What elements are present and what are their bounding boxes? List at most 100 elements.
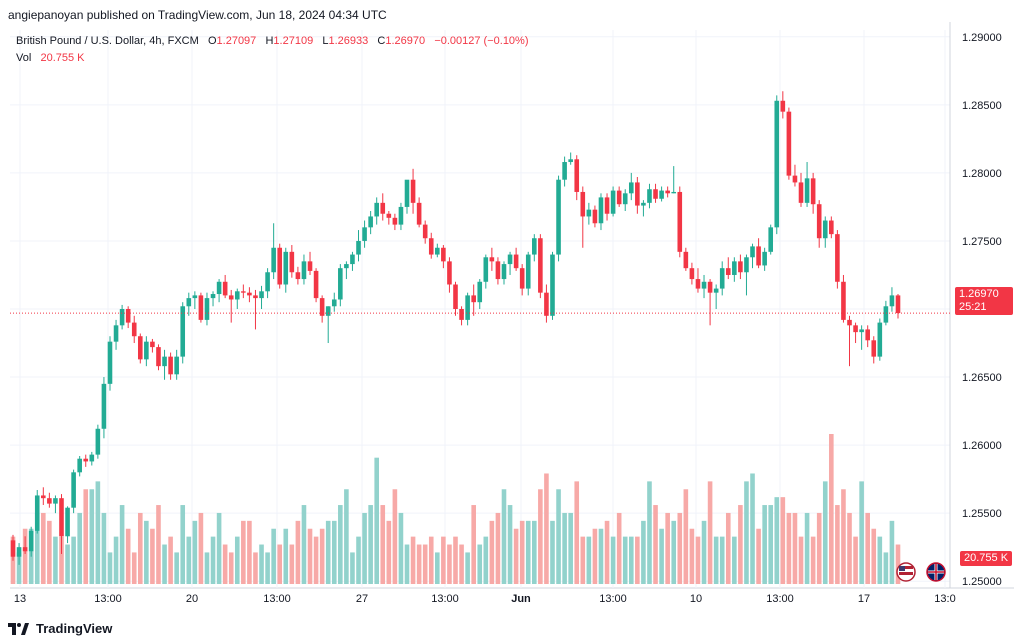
us-flag-stripe: [899, 566, 913, 569]
candle-body: [713, 288, 719, 293]
candle-body: [71, 472, 76, 508]
candle-body: [241, 291, 246, 293]
candle-body: [477, 281, 483, 303]
volume-bar: [507, 505, 513, 584]
candle-body: [732, 261, 737, 275]
volume-bar: [471, 505, 476, 584]
volume-bar: [798, 536, 804, 584]
candle-body: [162, 356, 167, 367]
volume-bar: [525, 520, 531, 584]
candle-body: [853, 325, 858, 333]
candle-body: [695, 279, 701, 289]
volume-bar: [210, 536, 216, 584]
candle-body: [804, 178, 810, 203]
x-tick-label: 13:00: [263, 593, 291, 605]
volume-bar: [453, 536, 458, 584]
candle-body: [271, 247, 276, 273]
volume-bar: [665, 512, 670, 584]
close-value: 1.26970: [385, 35, 426, 47]
x-tick-label: 20: [186, 593, 198, 605]
volume-bar: [47, 520, 52, 584]
candle-body: [386, 213, 392, 218]
volume-bar: [53, 536, 58, 584]
volume-bar: [550, 520, 555, 584]
candle-body: [131, 322, 137, 337]
volume-bar: [719, 536, 725, 584]
volume-bar: [422, 544, 428, 584]
candle-body: [610, 190, 616, 214]
volume-bar: [847, 512, 852, 584]
candle-body: [532, 238, 537, 255]
candle-body: [356, 240, 361, 255]
candle-body: [768, 227, 774, 252]
volume-bar: [568, 512, 573, 584]
candle-body: [253, 295, 258, 299]
candle-body: [568, 159, 573, 163]
volume-bar: [556, 489, 561, 584]
candle-body: [319, 298, 325, 316]
volume-bar: [883, 552, 889, 584]
volume-bar: [107, 552, 113, 584]
volume-bar: [150, 528, 155, 584]
candle-body: [665, 190, 670, 194]
volume-bar: [532, 520, 537, 584]
candle-body: [95, 428, 101, 455]
candle-body: [77, 458, 82, 473]
candle-body: [144, 341, 149, 360]
candle-body: [719, 268, 725, 289]
candle-body: [628, 182, 634, 194]
candle-body: [228, 295, 234, 300]
volume-bar: [538, 489, 543, 584]
candle-body: [447, 261, 452, 285]
candle-body: [101, 383, 107, 429]
y-tick-label: 1.26000: [962, 440, 1002, 452]
candle-body: [835, 234, 840, 282]
volume-bar: [495, 512, 501, 584]
volume-bar: [895, 544, 901, 584]
volume-bar: [283, 528, 289, 584]
candle-body: [404, 179, 410, 207]
candle-body: [222, 281, 228, 296]
candle-body: [34, 495, 40, 531]
candle-body: [519, 268, 525, 289]
candle-body: [483, 257, 489, 282]
volume-bar: [756, 528, 761, 584]
symbol-name[interactable]: British Pound / U.S. Dollar, 4h, FXCM: [16, 35, 199, 47]
candle-body: [374, 202, 379, 217]
volume-bar: [313, 536, 319, 584]
candle-body: [513, 254, 519, 269]
volume-bar: [271, 528, 276, 584]
volume-bar: [889, 520, 895, 584]
ohlc-row: British Pound / U.S. Dollar, 4h, FXCM O1…: [16, 35, 529, 47]
volume-bar: [653, 505, 658, 584]
volume-bar: [447, 544, 452, 584]
candle-body: [10, 540, 16, 557]
volume-bar: [222, 544, 228, 584]
candle-body: [368, 216, 373, 228]
footer-brand[interactable]: TradingView: [8, 618, 112, 638]
candle-body: [47, 498, 52, 504]
candle-body: [810, 178, 816, 205]
volume-bar: [204, 552, 210, 584]
candle-body: [325, 306, 331, 316]
candle-body: [313, 270, 319, 299]
candle-body: [422, 224, 428, 239]
candle-body: [471, 295, 476, 303]
volume-bar: [441, 536, 446, 584]
candle-body: [495, 261, 501, 280]
candle-body: [683, 251, 689, 269]
volume-bar: [83, 489, 89, 584]
volume-bar: [592, 528, 598, 584]
volume-bar: [635, 536, 640, 584]
candle-body: [362, 227, 367, 241]
x-tick-label: 13:00: [431, 593, 459, 605]
volume-bar: [428, 536, 434, 584]
volume-bar: [628, 536, 634, 584]
volume-bar: [859, 481, 864, 584]
volume-bar: [168, 536, 173, 584]
footer-brand-label: TradingView: [36, 620, 113, 636]
volume-bar: [792, 512, 798, 584]
volume-bar: [877, 536, 883, 584]
y-tick-label: 1.29000: [962, 32, 1002, 44]
